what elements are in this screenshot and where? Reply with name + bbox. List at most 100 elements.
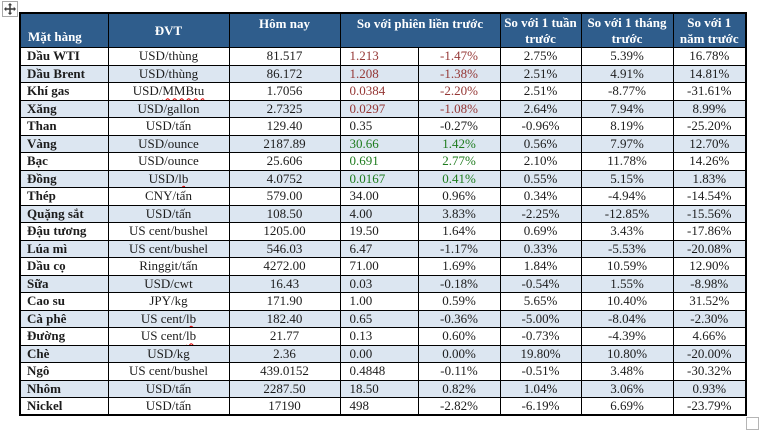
vs-year-cell[interactable]: -17.86% [672, 222, 747, 241]
unit-cell[interactable]: CNY/tấn [107, 187, 230, 206]
commodity-name-cell[interactable]: Sữa [19, 274, 109, 294]
change-value-cell[interactable]: 0.0297 [339, 99, 419, 119]
change-value-cell[interactable]: 0.03 [339, 274, 419, 294]
vs-year-cell[interactable]: -8.98% [672, 274, 747, 294]
vs-year-cell[interactable]: 12.90% [672, 257, 747, 276]
vs-month-cell[interactable]: 7.97% [580, 134, 674, 154]
change-pct-cell[interactable]: 0.60% [417, 327, 501, 346]
vs-week-cell[interactable]: -0.73% [499, 327, 582, 346]
vs-month-cell[interactable]: 1.55% [580, 274, 674, 294]
change-value-cell[interactable]: 0.0384 [339, 82, 419, 101]
unit-cell[interactable]: USD/kg [107, 344, 230, 364]
vs-year-cell[interactable]: -23.79% [672, 397, 747, 416]
today-value-cell[interactable]: 546.03 [228, 239, 341, 259]
vs-month-cell[interactable]: 10.59% [580, 257, 674, 276]
commodity-name-cell[interactable]: Dầu Brent [19, 64, 109, 84]
commodity-name-cell[interactable]: Cao su [19, 292, 109, 311]
header-vs-previous[interactable]: So với phiên liền trước [339, 12, 501, 49]
header-unit[interactable]: ĐVT [107, 12, 230, 49]
vs-year-cell[interactable]: -20.00% [672, 344, 747, 364]
header-item[interactable]: Mặt hàng [19, 12, 109, 49]
vs-month-cell[interactable]: 4.91% [580, 64, 674, 84]
change-pct-cell[interactable]: 3.83% [417, 204, 501, 224]
change-value-cell[interactable]: 19.50 [339, 222, 419, 241]
change-pct-cell[interactable]: 0.59% [417, 292, 501, 311]
change-pct-cell[interactable]: -1.47% [417, 47, 501, 66]
change-pct-cell[interactable]: -0.27% [417, 117, 501, 136]
vs-month-cell[interactable]: 8.19% [580, 117, 674, 136]
today-value-cell[interactable]: 439.0152 [228, 362, 341, 381]
change-value-cell[interactable]: 0.691 [339, 152, 419, 171]
vs-month-cell[interactable]: 5.15% [580, 169, 674, 189]
today-value-cell[interactable]: 2187.89 [228, 134, 341, 154]
commodity-name-cell[interactable]: Nhôm [19, 379, 109, 399]
vs-year-cell[interactable]: 0.93% [672, 379, 747, 399]
today-value-cell[interactable]: 108.50 [228, 204, 341, 224]
vs-month-cell[interactable]: 5.39% [580, 47, 674, 66]
vs-week-cell[interactable]: 19.80% [499, 344, 582, 364]
vs-month-cell[interactable]: -8.04% [580, 309, 674, 329]
unit-cell[interactable]: US cent/bushel [107, 362, 230, 381]
today-value-cell[interactable]: 25.606 [228, 152, 341, 171]
change-pct-cell[interactable]: 0.82% [417, 379, 501, 399]
unit-cell[interactable]: US cent/bushel [107, 222, 230, 241]
change-value-cell[interactable]: 1.00 [339, 292, 419, 311]
vs-week-cell[interactable]: -5.00% [499, 309, 582, 329]
vs-month-cell[interactable]: -12.85% [580, 204, 674, 224]
change-pct-cell[interactable]: 0.96% [417, 187, 501, 206]
change-value-cell[interactable]: 498 [339, 397, 419, 416]
vs-month-cell[interactable]: 11.78% [580, 152, 674, 171]
unit-cell[interactable]: USD/tấn [107, 397, 230, 416]
vs-year-cell[interactable]: 4.66% [672, 327, 747, 346]
unit-cell[interactable]: Ringgit/tấn [107, 257, 230, 276]
header-vs-year[interactable]: So với 1 năm trước [672, 12, 747, 49]
change-pct-cell[interactable]: 1.69% [417, 257, 501, 276]
vs-year-cell[interactable]: 1.83% [672, 169, 747, 189]
table-resize-handle[interactable] [746, 417, 759, 430]
today-value-cell[interactable]: 4.0752 [228, 169, 341, 189]
change-value-cell[interactable]: 0.0167 [339, 169, 419, 189]
header-vs-week[interactable]: So với 1 tuần trước [499, 12, 582, 49]
unit-cell[interactable]: USD/thùng [107, 47, 230, 66]
today-value-cell[interactable]: 2287.50 [228, 379, 341, 399]
vs-week-cell[interactable]: -0.96% [499, 117, 582, 136]
change-value-cell[interactable]: 0.35 [339, 117, 419, 136]
change-pct-cell[interactable]: 1.42% [417, 134, 501, 154]
change-pct-cell[interactable]: -2.82% [417, 397, 501, 416]
vs-month-cell[interactable]: -8.77% [580, 82, 674, 101]
today-value-cell[interactable]: 4272.00 [228, 257, 341, 276]
change-pct-cell[interactable]: -1.08% [417, 99, 501, 119]
today-value-cell[interactable]: 1205.00 [228, 222, 341, 241]
vs-year-cell[interactable]: 8.99% [672, 99, 747, 119]
vs-year-cell[interactable]: -14.54% [672, 187, 747, 206]
today-value-cell[interactable]: 579.00 [228, 187, 341, 206]
table-move-handle[interactable] [2, 1, 18, 17]
vs-month-cell[interactable]: -5.53% [580, 239, 674, 259]
today-value-cell[interactable]: 2.36 [228, 344, 341, 364]
vs-week-cell[interactable]: 0.69% [499, 222, 582, 241]
vs-year-cell[interactable]: 14.26% [672, 152, 747, 171]
commodity-name-cell[interactable]: Lúa mì [19, 239, 109, 259]
change-value-cell[interactable]: 30.66 [339, 134, 419, 154]
commodity-name-cell[interactable]: Đậu tương [19, 222, 109, 241]
vs-year-cell[interactable]: 14.81% [672, 64, 747, 84]
commodity-name-cell[interactable]: Vàng [19, 134, 109, 154]
commodity-name-cell[interactable]: Xăng [19, 99, 109, 119]
vs-week-cell[interactable]: 0.55% [499, 169, 582, 189]
unit-cell[interactable]: USD/MMBtu [107, 82, 230, 101]
vs-month-cell[interactable]: 10.80% [580, 344, 674, 364]
today-value-cell[interactable]: 171.90 [228, 292, 341, 311]
change-value-cell[interactable]: 71.00 [339, 257, 419, 276]
unit-cell[interactable]: USD/cwt [107, 274, 230, 294]
header-vs-month[interactable]: So với 1 tháng trước [580, 12, 674, 49]
vs-week-cell[interactable]: 0.56% [499, 134, 582, 154]
unit-cell[interactable]: USD/ounce [107, 134, 230, 154]
today-value-cell[interactable]: 81.517 [228, 47, 341, 66]
vs-week-cell[interactable]: 2.51% [499, 82, 582, 101]
vs-week-cell[interactable]: 1.84% [499, 257, 582, 276]
today-value-cell[interactable]: 16.43 [228, 274, 341, 294]
vs-week-cell[interactable]: 5.65% [499, 292, 582, 311]
commodity-name-cell[interactable]: Cà phê [19, 309, 109, 329]
commodity-name-cell[interactable]: Dầu WTI [19, 47, 109, 66]
change-value-cell[interactable]: 1.213 [339, 47, 419, 66]
